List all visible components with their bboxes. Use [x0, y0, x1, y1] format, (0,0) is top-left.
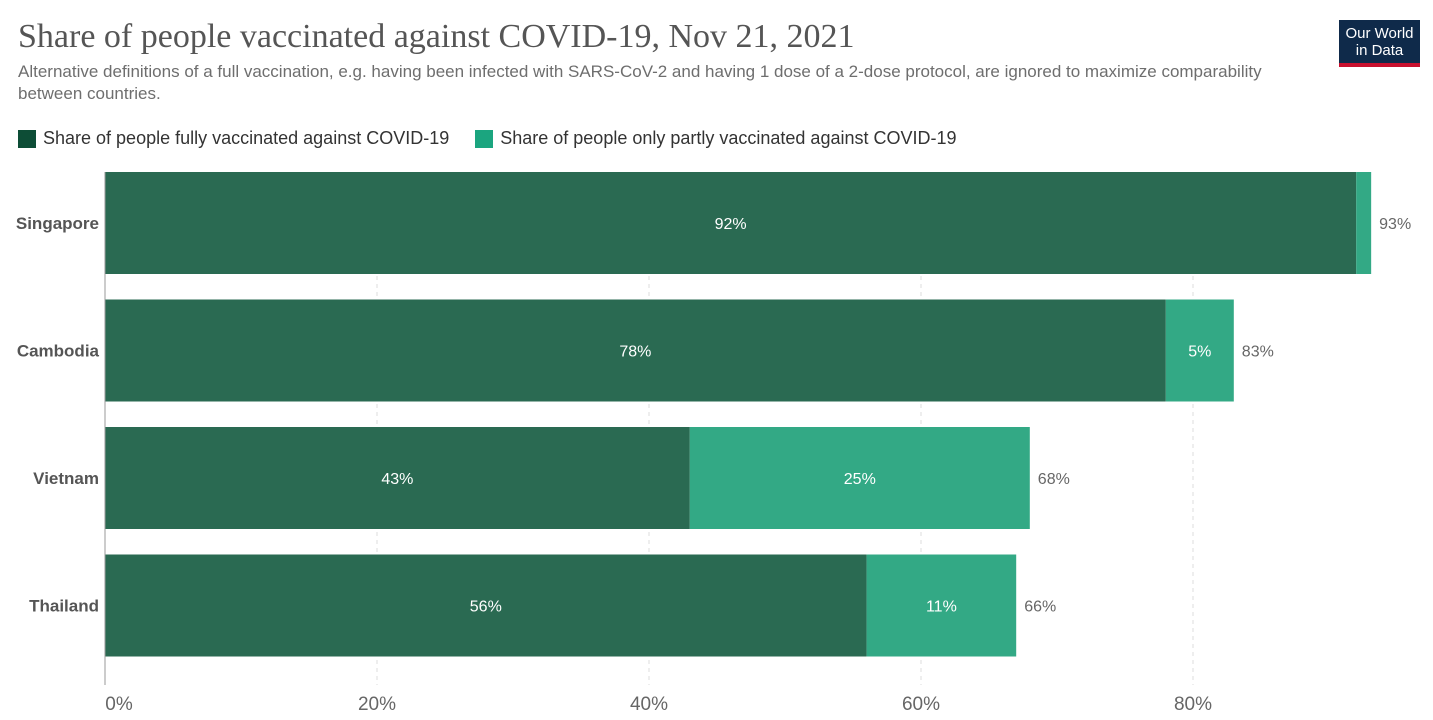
- owid-logo[interactable]: Our World in Data: [1339, 20, 1420, 67]
- bar-cambodia-partly[interactable]: [1165, 299, 1234, 402]
- data-label-thailand-fully: 56%: [470, 599, 502, 616]
- legend-label-partly: Share of people only partly vaccinated a…: [500, 128, 957, 148]
- bar-singapore-partly[interactable]: [1356, 172, 1372, 274]
- data-label-singapore-fully: 92%: [715, 216, 747, 233]
- x-tick-label-40pct: 40%: [630, 694, 668, 715]
- data-label-vietnam-partly: 25%: [844, 471, 876, 488]
- total-label-singapore: 93%: [1379, 216, 1411, 233]
- category-label-thailand: Thailand: [29, 597, 99, 616]
- bar-cambodia-fully[interactable]: [105, 299, 1166, 402]
- logo-line-2: in Data: [1355, 42, 1404, 59]
- category-label-vietnam: Vietnam: [33, 469, 99, 488]
- data-label-cambodia-fully: 78%: [619, 344, 651, 361]
- data-label-cambodia-partly: 5%: [1188, 344, 1211, 361]
- total-label-thailand: 66%: [1024, 599, 1056, 616]
- category-label-singapore: Singapore: [16, 214, 99, 233]
- legend-label-fully: Share of people fully vaccinated against…: [43, 128, 450, 148]
- logo-line-1: Our World: [1345, 25, 1414, 42]
- legend-item-fully[interactable]: Share of people fully vaccinated against…: [18, 128, 449, 149]
- chart-title: Share of people vaccinated against COVID…: [18, 18, 855, 55]
- bar-thailand-fully[interactable]: [105, 554, 867, 657]
- legend-swatch-fully: [18, 129, 36, 148]
- legend-swatch-partly: [475, 129, 494, 148]
- legend-item-partly[interactable]: Share of people only partly vaccinated a…: [475, 128, 957, 149]
- x-tick-label-20pct: 20%: [358, 694, 396, 715]
- x-tick-label-0pct: 0%: [105, 694, 133, 715]
- data-label-thailand-partly: 11%: [926, 599, 957, 616]
- bar-vietnam-fully[interactable]: [105, 427, 690, 529]
- category-label-cambodia: Cambodia: [17, 342, 100, 361]
- total-label-cambodia: 83%: [1242, 344, 1274, 361]
- bar-thailand-partly[interactable]: [866, 554, 1017, 657]
- bar-singapore-fully[interactable]: [105, 172, 1357, 274]
- bar-vietnam-partly[interactable]: [689, 427, 1030, 529]
- chart-legend: Share of people fully vaccinated against…: [18, 128, 983, 149]
- chart-subtitle: Alternative definitions of a full vaccin…: [18, 62, 1262, 103]
- x-tick-label-80pct: 80%: [1174, 694, 1212, 715]
- x-tick-label-60pct: 60%: [902, 694, 940, 715]
- data-label-vietnam-fully: 43%: [381, 471, 413, 488]
- total-label-vietnam: 68%: [1038, 471, 1070, 488]
